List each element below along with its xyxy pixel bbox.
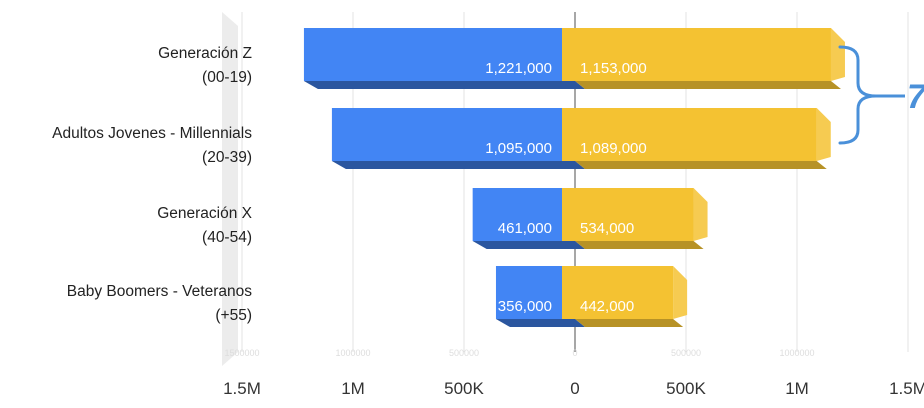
faint-tick-label: 500000 <box>449 348 479 358</box>
data-label-left: 461,000 <box>498 220 552 237</box>
x-tick-label: 500K <box>666 379 706 398</box>
x-tick-label: 0 <box>570 379 579 398</box>
faint-tick-label: 500000 <box>671 348 701 358</box>
category-label: Baby Boomers - Veteranos <box>67 283 252 300</box>
category-label: Generación Z <box>158 45 252 62</box>
bar-right <box>562 108 817 161</box>
annotation-brace <box>838 45 877 145</box>
category-label: Adultos Jovenes - Millennials <box>52 125 252 142</box>
annotation-label: 7 <box>907 78 924 116</box>
faint-tick-label: 1000000 <box>335 348 370 358</box>
category-label: Generación X <box>157 205 252 222</box>
chart-wall <box>222 12 238 366</box>
x-tick-label: 1M <box>341 379 365 398</box>
x-tick-label: 1.5M <box>889 379 924 398</box>
category-sublabel: (40-54) <box>202 229 252 246</box>
bar-bottom-face-right <box>575 161 827 169</box>
data-label-right: 534,000 <box>580 220 634 237</box>
category-sublabel: (+55) <box>215 307 252 324</box>
bar-bottom-face-right <box>575 319 684 327</box>
data-label-left: 1,221,000 <box>485 60 552 77</box>
bar-right <box>562 188 694 241</box>
bar-side-face-right <box>830 28 845 81</box>
x-tick-label: 500K <box>444 379 484 398</box>
bar-side-face-right <box>693 188 708 241</box>
bar-left <box>472 188 575 241</box>
category-sublabel: (00-19) <box>202 69 252 86</box>
data-label-left: 1,095,000 <box>485 140 552 157</box>
faint-tick-label: 1500000 <box>224 348 259 358</box>
data-label-right: 442,000 <box>580 298 634 315</box>
bar-bottom-face-left <box>472 241 585 249</box>
bar-right <box>562 266 674 319</box>
faint-tick-label: 1000000 <box>779 348 814 358</box>
bar-left <box>303 28 575 81</box>
faint-tick-label: 0 <box>572 348 577 358</box>
bar-bottom-face-left <box>303 81 585 89</box>
x-tick-label: 1.5M <box>223 379 261 398</box>
bar-right <box>562 28 831 81</box>
category-sublabel: (20-39) <box>202 149 252 166</box>
data-label-left: 356,000 <box>498 298 552 315</box>
bar-side-face-right <box>816 108 831 161</box>
bar-bottom-face-left <box>331 161 585 169</box>
x-tick-label: 1M <box>785 379 809 398</box>
bar-left <box>495 266 575 319</box>
bar-bottom-face-right <box>575 241 704 249</box>
data-label-right: 1,153,000 <box>580 60 647 77</box>
data-label-right: 1,089,000 <box>580 140 647 157</box>
bar-bottom-face-right <box>575 81 841 89</box>
bar-left <box>331 108 575 161</box>
bar-bottom-face-left <box>495 319 585 327</box>
bar-side-face-right <box>673 266 688 319</box>
